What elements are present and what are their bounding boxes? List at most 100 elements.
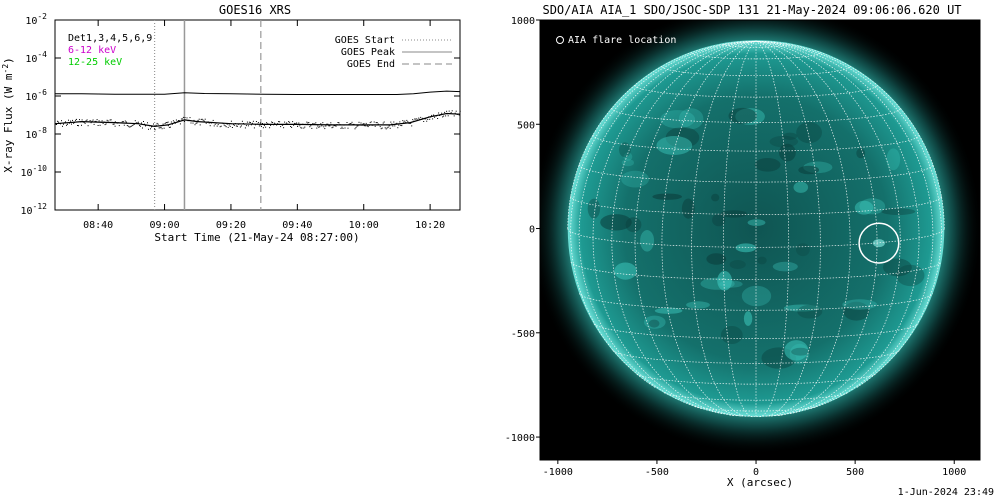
goes-noise-point [331, 127, 333, 129]
goes-noise-point [244, 127, 246, 129]
goes-noise-point [246, 121, 248, 123]
goes-noise-point [91, 120, 93, 122]
goes-noise-point [237, 123, 239, 125]
goes-noise-point [336, 124, 338, 126]
goes-noise-point [196, 122, 198, 124]
goes-noise-point [163, 127, 165, 129]
goes-noise-point [320, 123, 322, 125]
goes-noise-point [339, 124, 341, 126]
goes-ytick-exp: -4 [37, 50, 47, 59]
goes-noise-point [100, 121, 102, 123]
goes-noise-point [141, 122, 142, 124]
goes-noise-point [122, 121, 124, 123]
grid-line [755, 40, 790, 418]
goes-noise-point [59, 123, 60, 124]
grid-line [579, 293, 933, 311]
goes-noise-point [392, 125, 394, 127]
grid-line [634, 84, 878, 98]
goes-noise-point [358, 121, 360, 123]
goes-noise-point [152, 125, 153, 127]
goes-noise-point [322, 122, 324, 124]
aia-xtick-label: -1000 [543, 467, 573, 478]
goes-noise-point [200, 118, 202, 120]
goes-noise-point [81, 124, 82, 126]
goes-noise-point [189, 117, 191, 119]
goes-noise-point [121, 121, 123, 123]
goes-ylabel-main: X-ray Flux (W m [2, 73, 15, 173]
solar-feature [735, 243, 757, 253]
goes-noise-point [443, 115, 445, 117]
goes-noise-point [212, 119, 214, 121]
goes-noise-point [205, 122, 207, 124]
goes-noise-point [414, 118, 416, 120]
goes-noise-point [295, 123, 297, 125]
goes-noise-point [128, 126, 130, 128]
solar-feature [719, 280, 743, 288]
goes-noise-point [223, 124, 225, 126]
aia-y-axis: 1000 500 0 -500 -1000 [505, 16, 540, 444]
goes-noise-point [115, 122, 117, 124]
goes-noise-point [242, 123, 244, 124]
goes-noise-point [422, 117, 424, 119]
goes-noise-point [154, 129, 156, 131]
goes-noise-point [93, 123, 95, 125]
goes-noise-point [452, 113, 454, 115]
goes-noise-point [65, 121, 66, 123]
goes-noise-point [73, 122, 74, 124]
goes-noise-point [308, 122, 310, 123]
goes-noise-point [340, 127, 342, 129]
goes-noise-point [67, 123, 68, 125]
goes-noise-point [220, 125, 222, 127]
goes-noise-point [288, 121, 290, 123]
goes-noise-point [381, 127, 383, 129]
grid-line [691, 40, 757, 417]
goes-ylabel: X-ray Flux (W m-2) [1, 57, 15, 173]
goes-noise-point [126, 125, 128, 126]
goes-noise-point [446, 113, 448, 115]
goes-series-group [54, 90, 461, 131]
goes-noise-point [261, 123, 263, 124]
goes-noise-point [423, 121, 425, 122]
goes-noise-point [179, 123, 181, 125]
goes-noise-point [257, 122, 259, 124]
goes-noise-point [175, 119, 177, 121]
goes-noise-point [124, 120, 126, 122]
solar-feature [654, 307, 683, 314]
goes-noise-point [330, 122, 332, 124]
goes-noise-point [82, 121, 84, 123]
goes-noise-point [76, 118, 77, 120]
legend-12-25-kev: 12-25 keV [68, 57, 122, 68]
goes-noise-point [247, 125, 249, 127]
solar-feature [789, 343, 810, 365]
solar-feature [660, 110, 696, 129]
goes-ytick-base: 10 [25, 16, 37, 27]
solar-feature [728, 107, 757, 124]
goes-noise-point [374, 125, 376, 127]
goes-ytick-base: 10 [25, 92, 37, 103]
goes-noise-point [455, 110, 457, 112]
goes-noise-point [192, 122, 194, 124]
goes-noise-point [342, 127, 344, 129]
goes-noise-point [234, 123, 236, 124]
legend-goes-start-label: GOES Start [335, 35, 395, 46]
goes-noise-point [159, 127, 161, 129]
goes-noise-point [285, 123, 287, 125]
goes-noise-point [353, 123, 355, 125]
goes-noise-point [401, 125, 403, 127]
grid-line [612, 350, 900, 364]
goes-noise-point [156, 122, 158, 124]
solar-feature [743, 311, 753, 326]
goes-noise-point [274, 122, 276, 124]
goes-noise-point [445, 115, 447, 117]
goes-ytick-label: 10-6 [25, 88, 47, 103]
grid-line [592, 40, 757, 415]
goes-noise-point [213, 125, 215, 127]
goes-noise-point [265, 126, 267, 128]
goes-noise-point [286, 122, 288, 124]
goes-noise-point [101, 120, 103, 122]
goes-noise-point [181, 118, 183, 120]
goes-noise-point [408, 122, 410, 124]
goes-noise-point [442, 116, 444, 118]
goes-noise-point [60, 123, 61, 125]
goes-ylabel-end: ) [2, 57, 15, 64]
